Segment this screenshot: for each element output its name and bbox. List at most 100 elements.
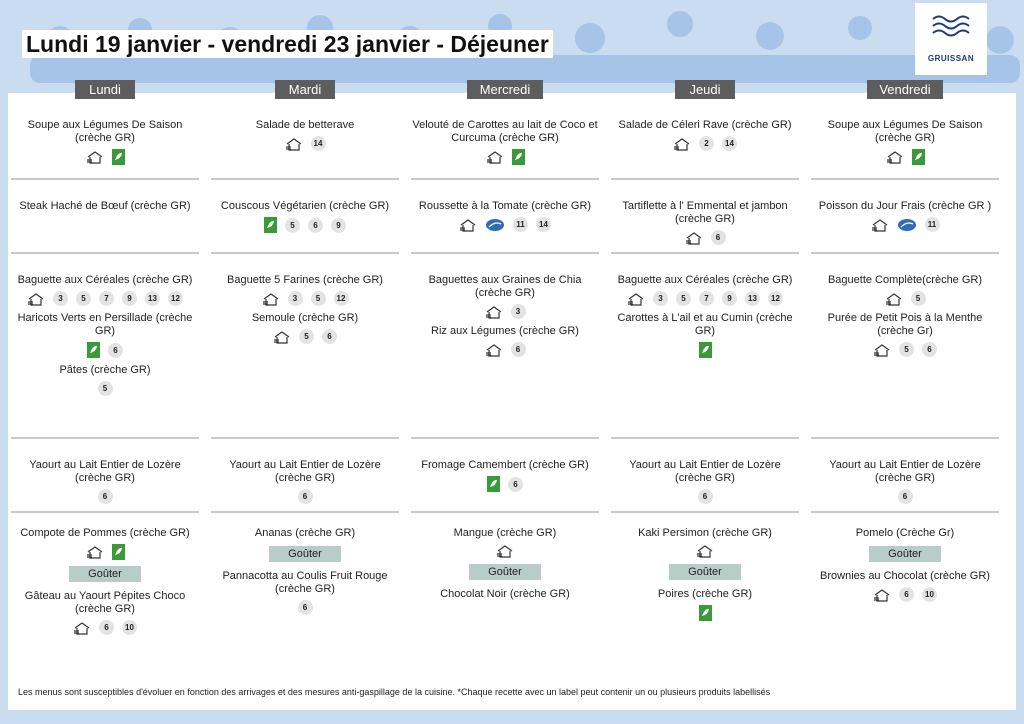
allergen: 7 (99, 291, 114, 306)
dish: Brownies au Chocolat (crèche GR) 6 10 (811, 570, 999, 602)
allergen: 6 (897, 489, 913, 504)
gouter-label: Goûter (869, 546, 941, 562)
allergen: 6 (899, 587, 914, 602)
dish-name: Riz aux Légumes (crèche GR) (431, 325, 579, 337)
dish: Soupe aux Légumes De Saison (crèche GR) (11, 119, 199, 165)
dish-name: Baguette aux Céréales (crèche GR) (617, 274, 793, 286)
allergen: 11 (924, 217, 940, 232)
menu-section: Velouté de Carottes au lait de Coco et C… (411, 99, 599, 180)
menu-section: Steak Haché de Bœuf (crèche GR) (11, 180, 199, 254)
dish-name: Gâteau au Yaourt Pépites Choco (crèche G… (24, 590, 186, 615)
day-header: Mercredi (467, 80, 543, 99)
dish: Tartiflette à l' Emmental et jambon (crè… (611, 200, 799, 245)
label-icon (285, 137, 303, 151)
allergen: 6 (108, 342, 123, 358)
menu-section: Baguette 5 Farines (crèche GR) 3 5 12 Semoul… (211, 254, 399, 439)
dish-name: Velouté de Carottes au lait de Coco et C… (412, 119, 598, 144)
columns: Lundi Soupe aux Légumes De Saison (crèche… (5, 80, 1005, 680)
menu-section: Salade de Céleri Rave (crèche GR) 2 14 (611, 99, 799, 180)
dish-labels: 6 (425, 476, 585, 492)
menu-section: Kaki Persimon (crèche GR) Goûter Poires (c… (611, 513, 799, 621)
dish: Poisson du Jour Frais (crèche GR ) 11 (811, 200, 999, 232)
label-icon (696, 544, 714, 558)
dish-name: Yaourt au Lait Entier de Lozère (crèche … (829, 459, 981, 484)
menu-section: Poisson du Jour Frais (crèche GR ) 11 (811, 180, 999, 254)
dish-labels: 2 14 (625, 136, 785, 151)
dish: Baguette 5 Farines (crèche GR) 3 5 12 (211, 274, 399, 306)
allergen: 6 (308, 217, 323, 233)
dish-name: Salade de betterave (255, 119, 355, 131)
allergen: 2 (699, 136, 714, 151)
dish: Mangue (crèche GR) (411, 527, 599, 558)
label-icon (459, 218, 477, 232)
dish-labels: 3 5 7 9 13 12 (625, 291, 785, 306)
day-column: Vendredi Soupe aux Légumes De Saison (crè… (805, 80, 1005, 680)
label-icon (871, 218, 889, 232)
menu-section: Salade de betterave 14 (211, 99, 399, 180)
day-header: Jeudi (675, 80, 735, 99)
menu-section: Baguette Complète(crèche GR) 5 Purée de Pe… (811, 254, 999, 439)
dish: Pannacotta au Coulis Fruit Rouge (crèche… (211, 570, 399, 615)
allergen: 11 (513, 217, 528, 232)
day-header: Mardi (275, 80, 335, 99)
menu-section: Pomelo (Crèche Gr) Goûter Brownies au Choc… (811, 513, 999, 602)
dish-name: Roussette à la Tomate (crèche GR) (418, 200, 592, 212)
dish-name: Baguette Complète(crèche GR) (827, 274, 983, 286)
menu-section: Compote de Pommes (crèche GR) Goûter Gâtea… (11, 513, 199, 635)
dish: Ananas (crèche GR) (211, 527, 399, 540)
dish: Yaourt au Lait Entier de Lozère (crèche … (811, 459, 999, 504)
menu-section: Baguette aux Céréales (crèche GR) 3 5 7 9 13 1… (11, 254, 199, 439)
label-icon (911, 149, 925, 165)
label-icon (262, 292, 280, 306)
label-icon (264, 217, 277, 233)
label-icon (273, 330, 291, 344)
gouter-label: Goûter (469, 564, 541, 580)
label-icon (873, 588, 891, 602)
allergen: 5 (299, 329, 314, 344)
dish-labels: 6 10 (25, 620, 185, 635)
dish-labels: 3 5 7 9 13 12 (25, 291, 185, 306)
dish: Poires (crèche GR) (611, 588, 799, 621)
menu-section: Soupe aux Légumes De Saison (crèche GR) (811, 99, 999, 180)
allergen: 9 (722, 291, 737, 306)
menu-section: Yaourt au Lait Entier de Lozère (crèche … (611, 439, 799, 513)
allergen: 6 (297, 489, 313, 504)
menu-section: Baguette aux Céréales (crèche GR) 3 5 7 9 13 1… (611, 254, 799, 439)
logo-waves (932, 15, 970, 37)
allergen: 5 (676, 291, 691, 306)
dish: Haricots Verts en Persillade (crèche GR)… (11, 312, 199, 358)
label-icon (698, 605, 712, 621)
allergen: 3 (510, 304, 526, 319)
dish-labels: 6 10 (825, 587, 985, 602)
menu-section: Yaourt au Lait Entier de Lozère (crèche … (11, 439, 199, 513)
dish-labels: 6 (625, 230, 785, 245)
label-icon (485, 218, 505, 232)
dish: Roussette à la Tomate (crèche GR) 11 14 (411, 200, 599, 232)
allergen: 12 (768, 291, 783, 306)
day-column: Mardi Salade de betterave 14 Couscous Végét… (205, 80, 405, 680)
label-icon (485, 305, 503, 319)
dish-name: Tartiflette à l' Emmental et jambon (crè… (622, 200, 788, 225)
label-icon (627, 292, 645, 306)
dish-name: Soupe aux Légumes De Saison (crèche GR) (27, 119, 183, 144)
dish-name: Pomelo (Crèche Gr) (855, 527, 955, 539)
label-icon (86, 545, 104, 559)
dish-name: Yaourt au Lait Entier de Lozère (crèche … (629, 459, 781, 484)
menu-section: Ananas (crèche GR) Goûter Pannacotta au Co… (211, 513, 399, 615)
dish-name: Chocolat Noir (crèche GR) (440, 588, 570, 600)
dish-name: Baguettes aux Graines de Chia (crèche GR… (428, 274, 582, 299)
allergen: 6 (510, 342, 526, 357)
allergen: 6 (322, 329, 337, 344)
day-column: Mercredi Velouté de Carottes au lait de C… (405, 80, 605, 680)
label-icon (698, 342, 712, 358)
label-icon (885, 292, 903, 306)
label-icon (897, 218, 917, 232)
menu-section: Soupe aux Légumes De Saison (crèche GR) (11, 99, 199, 180)
allergen: 5 (910, 291, 926, 306)
allergen: 5 (310, 291, 326, 306)
dish: Kaki Persimon (crèche GR) (611, 527, 799, 558)
dish-name: Ananas (crèche GR) (254, 527, 356, 539)
dish-labels: 6 (425, 342, 585, 357)
label-icon (873, 343, 891, 357)
